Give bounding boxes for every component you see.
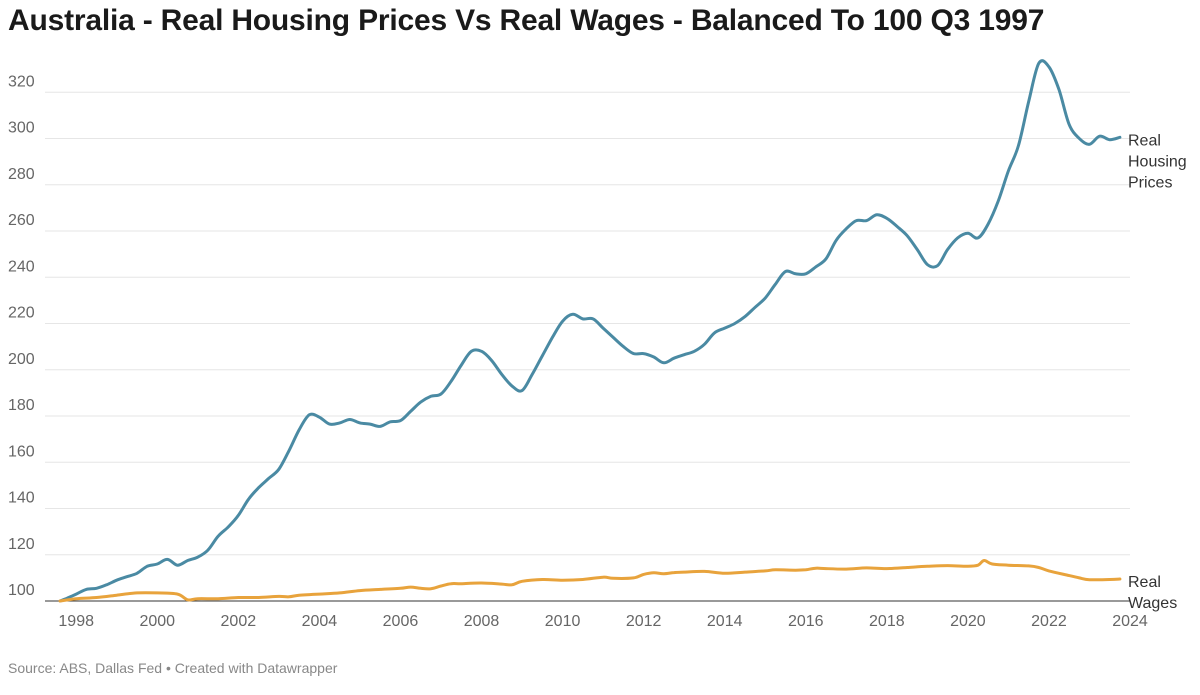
series-label-line: Real: [1128, 132, 1161, 149]
series-label-line: Housing: [1128, 153, 1187, 170]
series-line-real-wages: [58, 559, 1122, 603]
x-axis-ticks: 1998 2000 2002 2004 2006 2008 2010 2012 2014 2016…: [58, 613, 1147, 630]
x-tick-label-1998: 1998: [58, 613, 94, 630]
series-line-real-housing-prices: [58, 59, 1122, 603]
x-tick-label-2004: 2004: [302, 613, 338, 630]
y-tick-label-180: 180: [8, 397, 35, 414]
x-tick-label-2000: 2000: [139, 613, 175, 630]
x-tick-label-2014: 2014: [707, 613, 743, 630]
y-tick-label-220: 220: [8, 305, 35, 322]
series-label-line: Prices: [1128, 174, 1172, 191]
chart-title: Australia - Real Housing Prices Vs Real …: [8, 4, 1045, 37]
y-tick-label-320: 320: [8, 73, 35, 90]
series-lines: [58, 59, 1122, 603]
y-tick-label-240: 240: [8, 258, 35, 275]
series-labels: Real Housing Prices Real Wages: [1128, 132, 1187, 612]
y-tick-label-100: 100: [8, 582, 35, 599]
series-label-line: Wages: [1128, 595, 1177, 612]
x-tick-label-2022: 2022: [1031, 613, 1067, 630]
source-note: Source: ABS, Dallas Fed • Created with D…: [8, 660, 338, 676]
gridlines: [45, 91, 1130, 602]
series-label-real-wages: Real Wages: [1128, 574, 1177, 612]
series-label-line: Real: [1128, 574, 1161, 591]
y-tick-label-160: 160: [8, 443, 35, 460]
y-tick-label-260: 260: [8, 212, 35, 229]
x-tick-label-2006: 2006: [383, 613, 419, 630]
x-tick-label-2002: 2002: [221, 613, 257, 630]
y-tick-label-120: 120: [8, 536, 35, 553]
y-tick-label-200: 200: [8, 351, 35, 368]
x-tick-label-2012: 2012: [626, 613, 662, 630]
x-tick-label-2016: 2016: [788, 613, 824, 630]
x-tick-label-2010: 2010: [545, 613, 581, 630]
y-tick-label-140: 140: [8, 490, 35, 507]
y-axis-ticks: 100 120 140 160 180 200 220 240 260 280 300 320: [8, 73, 35, 599]
x-tick-label-2020: 2020: [950, 613, 986, 630]
x-tick-label-2008: 2008: [464, 613, 500, 630]
x-tick-label-2018: 2018: [869, 613, 905, 630]
x-tick-label-2024: 2024: [1112, 613, 1148, 630]
series-label-real-housing-prices: Real Housing Prices: [1128, 132, 1187, 191]
y-tick-label-300: 300: [8, 120, 35, 137]
y-tick-label-280: 280: [8, 166, 35, 183]
